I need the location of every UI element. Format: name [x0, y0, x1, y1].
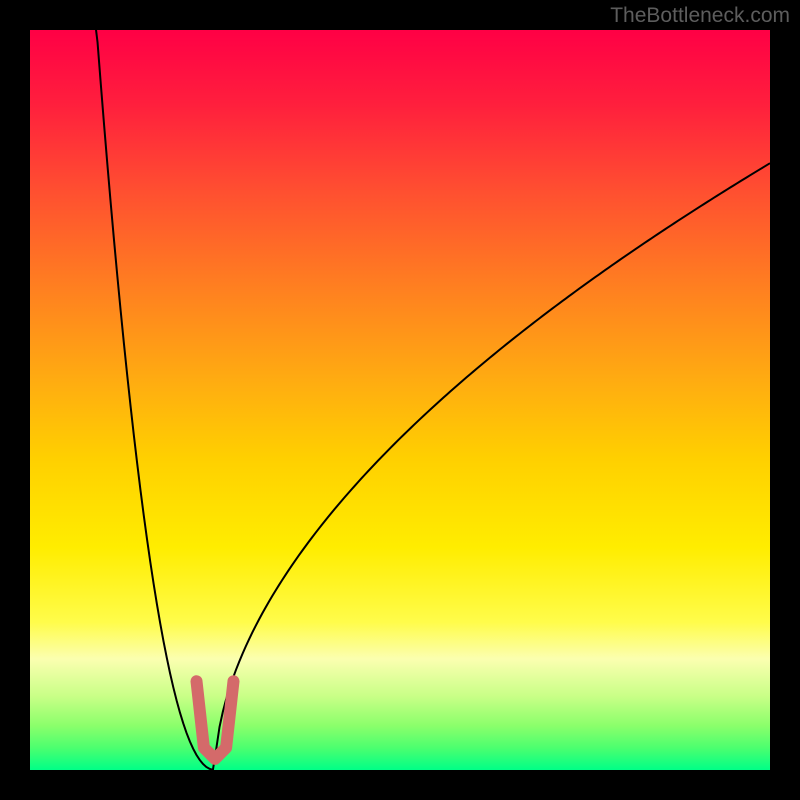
chart-root: TheBottleneck.com	[0, 0, 800, 800]
bottleneck-curve-chart	[0, 0, 800, 800]
watermark-text: TheBottleneck.com	[610, 4, 790, 28]
gradient-background	[30, 30, 770, 770]
